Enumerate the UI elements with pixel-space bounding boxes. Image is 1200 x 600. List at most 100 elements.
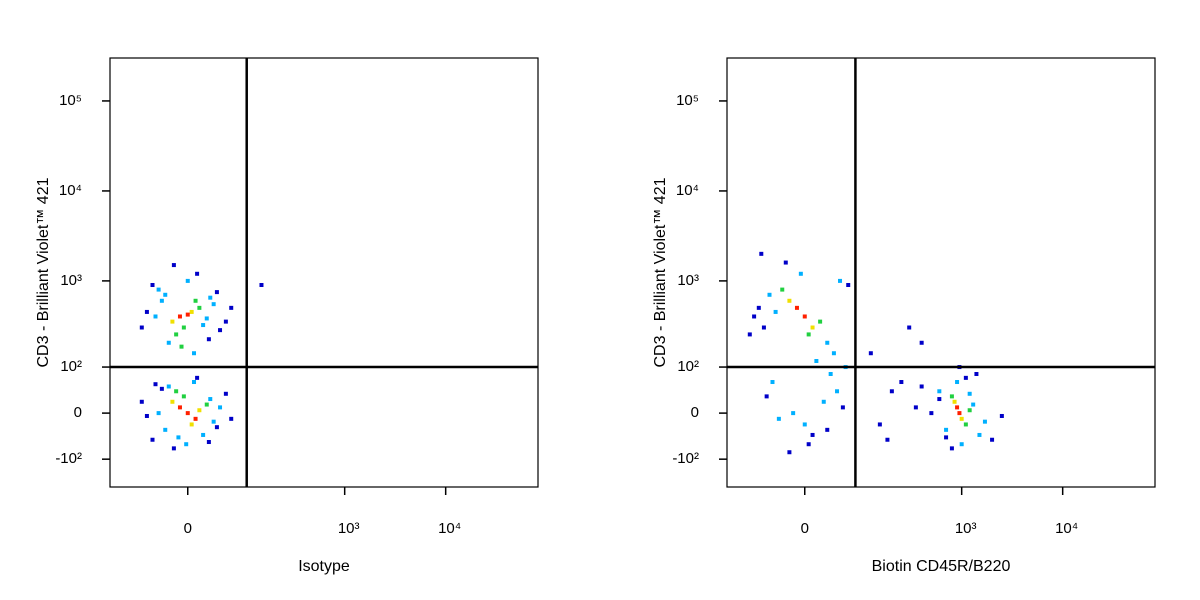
event-dot bbox=[170, 399, 175, 404]
event-dot bbox=[919, 384, 924, 389]
event-dot bbox=[259, 283, 264, 288]
y-tick-label: 10³ bbox=[60, 272, 82, 289]
event-dot bbox=[153, 314, 158, 319]
event-dot bbox=[828, 371, 833, 376]
event-dot bbox=[229, 416, 234, 421]
event-dot bbox=[201, 432, 206, 437]
event-dot bbox=[214, 425, 219, 430]
event-dot bbox=[919, 340, 924, 345]
event-dot bbox=[889, 389, 894, 394]
event-dot bbox=[193, 416, 198, 421]
event-dot bbox=[802, 314, 807, 319]
event-dot bbox=[208, 397, 213, 402]
event-dot bbox=[825, 427, 830, 432]
event-dot bbox=[963, 375, 968, 380]
y-tick-label: 0 bbox=[691, 404, 699, 421]
event-dot bbox=[776, 416, 781, 421]
event-dot bbox=[791, 411, 796, 416]
event-dot bbox=[974, 371, 979, 376]
event-dot bbox=[963, 422, 968, 427]
event-dot bbox=[156, 287, 161, 292]
y-tick-label: -10² bbox=[672, 450, 699, 467]
event-dot bbox=[794, 305, 799, 310]
event-dot bbox=[846, 283, 851, 288]
event-dot bbox=[944, 435, 949, 440]
event-dot bbox=[959, 416, 964, 421]
event-dot bbox=[179, 344, 184, 349]
event-dot bbox=[197, 305, 202, 310]
event-dot bbox=[176, 435, 181, 440]
event-dot bbox=[214, 290, 219, 295]
event-dot bbox=[977, 432, 982, 437]
event-dot bbox=[899, 380, 904, 385]
event-dot bbox=[197, 408, 202, 413]
x-tick-label: 10⁴ bbox=[438, 520, 461, 537]
event-dot bbox=[840, 405, 845, 410]
event-dot bbox=[783, 260, 788, 265]
x-axis-title: Isotype bbox=[298, 558, 350, 575]
event-dot bbox=[810, 432, 815, 437]
event-dot bbox=[787, 298, 792, 303]
event-dot bbox=[189, 309, 194, 314]
event-dot bbox=[139, 325, 144, 330]
y-tick-label: 0 bbox=[74, 404, 82, 421]
event-dot bbox=[195, 375, 200, 380]
y-axis-title: CD3 - Brilliant Violet™ 421 bbox=[35, 177, 52, 367]
event-dot bbox=[177, 405, 182, 410]
y-tick-label: 10⁵ bbox=[59, 92, 82, 109]
event-dot bbox=[798, 271, 803, 276]
event-dot bbox=[944, 427, 949, 432]
y-tick-label: 10² bbox=[60, 358, 82, 375]
event-dot bbox=[770, 380, 775, 385]
event-dot bbox=[835, 389, 840, 394]
event-dot bbox=[170, 319, 175, 324]
event-dot bbox=[159, 386, 164, 391]
x-tick-label: 10³ bbox=[955, 520, 977, 537]
plot-frame bbox=[109, 57, 539, 488]
event-dot bbox=[877, 422, 882, 427]
event-dot bbox=[211, 419, 216, 424]
event-dot bbox=[773, 309, 778, 314]
y-tick-label: 10³ bbox=[677, 272, 699, 289]
event-dot bbox=[181, 394, 186, 399]
event-dot bbox=[949, 394, 954, 399]
event-dot bbox=[218, 405, 223, 410]
event-dot bbox=[907, 325, 912, 330]
event-dot bbox=[195, 271, 200, 276]
event-dot bbox=[229, 305, 234, 310]
event-dot bbox=[144, 309, 149, 314]
event-dot bbox=[177, 314, 182, 319]
event-dot bbox=[144, 413, 149, 418]
event-dot bbox=[184, 442, 189, 447]
event-dot bbox=[802, 422, 807, 427]
event-dot bbox=[764, 394, 769, 399]
event-dot bbox=[185, 312, 190, 317]
event-dot bbox=[814, 359, 819, 364]
event-dot bbox=[166, 340, 171, 345]
event-dot bbox=[982, 419, 987, 424]
event-dot bbox=[223, 391, 228, 396]
event-dot bbox=[171, 263, 176, 268]
event-dot bbox=[211, 302, 216, 307]
y-tick-label: -10² bbox=[55, 450, 82, 467]
event-dot bbox=[223, 319, 228, 324]
event-dot bbox=[955, 380, 960, 385]
y-tick-label: 10⁴ bbox=[676, 182, 699, 199]
event-dot bbox=[810, 325, 815, 330]
event-dot bbox=[957, 411, 962, 416]
event-dot bbox=[767, 292, 772, 297]
event-dot bbox=[756, 305, 761, 310]
event-dot bbox=[787, 450, 792, 455]
event-dot bbox=[139, 399, 144, 404]
event-dot bbox=[206, 337, 211, 342]
event-dot bbox=[761, 325, 766, 330]
event-dot bbox=[150, 283, 155, 288]
event-dot bbox=[937, 397, 942, 402]
event-dot bbox=[752, 314, 757, 319]
event-dot bbox=[163, 292, 168, 297]
x-tick-label: 10³ bbox=[338, 520, 360, 537]
event-dot bbox=[181, 325, 186, 330]
event-dot bbox=[185, 278, 190, 283]
x-tick-label: 0 bbox=[801, 520, 809, 537]
